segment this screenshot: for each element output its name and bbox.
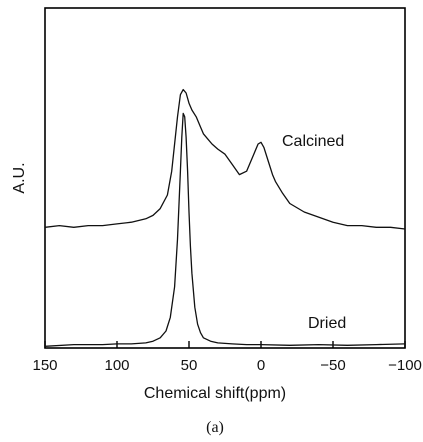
figure-caption: (a) [206,419,224,436]
series-label-dried: Dried [308,315,346,332]
series-label-calcined: Calcined [282,133,344,150]
series-line-dried [44,112,406,347]
plot-frame [44,7,406,349]
x-tick-label: −50 [320,357,345,374]
x-tick-label: 0 [257,357,265,374]
x-tick-label: 100 [104,357,129,374]
x-axis-title: Chemical shift(ppm) [144,385,286,402]
x-tick-label: 150 [32,357,57,374]
x-axis-tick-labels: 150 100 50 0 −50 −100 [32,357,421,374]
y-axis-title: A.U. [11,162,28,193]
series-lines [44,88,406,347]
x-tick-label: −100 [388,357,422,374]
x-tick-label: 50 [181,357,198,374]
series-line-calcined [44,88,406,230]
